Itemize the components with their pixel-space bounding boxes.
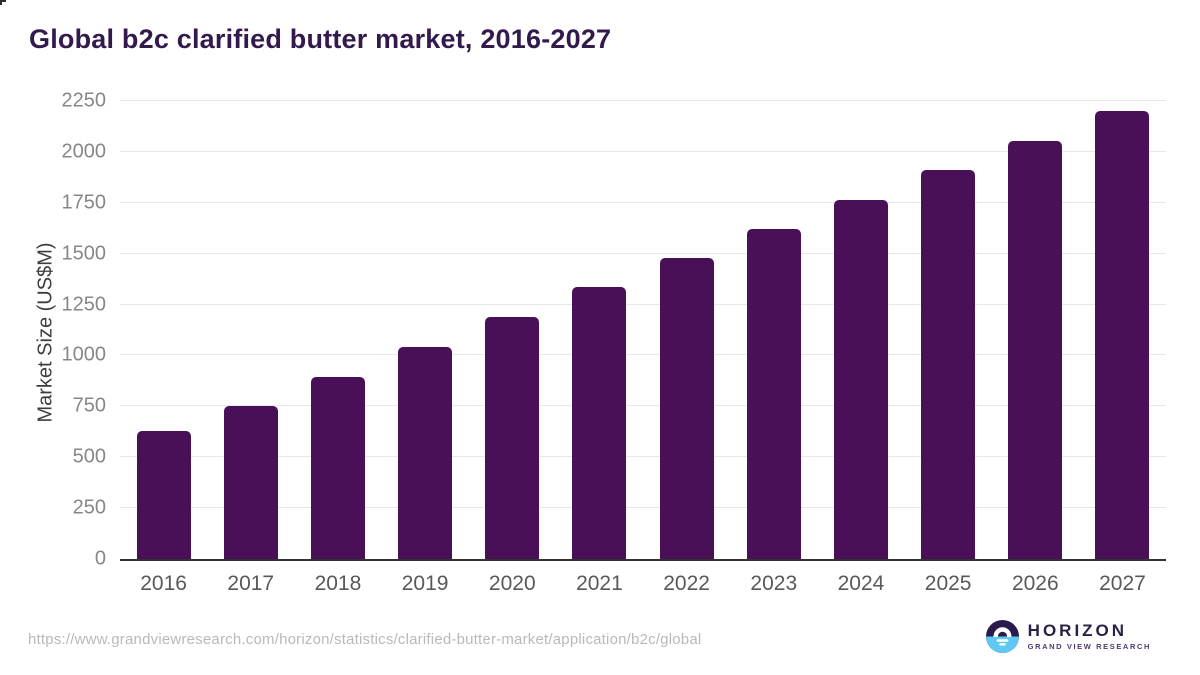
- logo-title: HORIZON: [1027, 621, 1128, 641]
- y-tick-label-0: 0: [94, 547, 106, 570]
- x-axis-label-2017: 2017: [227, 572, 275, 595]
- bar-2016[interactable]: [136, 430, 191, 559]
- bar-2022[interactable]: [659, 257, 714, 559]
- bar-column-2016: [120, 101, 207, 559]
- y-tick-label-250: 250: [72, 496, 106, 519]
- bar-column-2023: [730, 101, 817, 559]
- bar-column-2018: [294, 101, 381, 559]
- gridline-2250: [120, 100, 1166, 101]
- y-tick-label-750: 750: [72, 394, 106, 417]
- bar-column-2024: [817, 101, 904, 559]
- y-tick-label-500: 500: [72, 445, 106, 468]
- y-tick-label-2250: 2250: [61, 89, 107, 112]
- y-tick-label-1250: 1250: [61, 293, 107, 316]
- bar-2021[interactable]: [572, 287, 627, 559]
- y-tick-label-1750: 1750: [61, 191, 107, 214]
- chart-title: Global b2c clarified butter market, 2016…: [29, 24, 612, 54]
- y-tick-label-1500: 1500: [61, 242, 107, 265]
- bar-2018[interactable]: [310, 376, 365, 559]
- x-axis-label-2021: 2021: [576, 572, 623, 595]
- source-url: https://www.grandviewresearch.com/horizo…: [28, 631, 702, 648]
- bar-2017[interactable]: [223, 406, 278, 559]
- gridline-1250: [120, 303, 1166, 305]
- y-tick-label-1000: 1000: [61, 343, 107, 366]
- x-axis-label-2022: 2022: [663, 572, 710, 595]
- gridline-750: [120, 405, 1166, 407]
- gridline-1000: [120, 354, 1166, 356]
- gridline-500: [120, 456, 1166, 458]
- bar-2027[interactable]: [1095, 111, 1150, 559]
- bar-column-2022: [643, 101, 730, 559]
- gridline-1500: [120, 252, 1166, 254]
- x-axis-label-2026: 2026: [1011, 572, 1059, 595]
- bar-column-2027: [1079, 101, 1166, 559]
- gridline-2000: [120, 150, 1166, 152]
- bar-column-2017: [207, 101, 294, 559]
- bar-series: [120, 101, 1166, 559]
- horizon-logo: HORIZON GRAND VIEW RESEARCH: [985, 620, 1151, 653]
- x-axis-labels: 2016 2017 2018 2019 2020 2021 2022 2023 2024 2025…: [120, 572, 1166, 596]
- bar-2024[interactable]: [833, 199, 888, 559]
- gridline-250: [120, 507, 1166, 509]
- x-axis-label-2023: 2023: [750, 572, 798, 595]
- plot-area: [120, 100, 1166, 561]
- horizon-sun-over-water-icon: [985, 620, 1019, 653]
- x-axis-label-2027: 2027: [1099, 572, 1146, 595]
- y-tick-label-2000: 2000: [61, 140, 107, 163]
- gridline-1750: [120, 201, 1166, 203]
- x-axis-label-2016: 2016: [140, 572, 187, 595]
- bar-column-2025: [905, 101, 992, 559]
- logo-subtitle: GRAND VIEW RESEARCH: [1027, 642, 1151, 652]
- bar-2020[interactable]: [485, 316, 540, 559]
- bar-column-2026: [992, 101, 1079, 559]
- bar-column-2019: [382, 101, 469, 559]
- x-axis-label-2019: 2019: [401, 572, 449, 595]
- x-axis-label-2020: 2020: [488, 572, 536, 595]
- bar-2026[interactable]: [1008, 140, 1063, 559]
- bar-2023[interactable]: [746, 229, 801, 559]
- bar-2019[interactable]: [398, 347, 453, 559]
- logo-text: HORIZON GRAND VIEW RESEARCH: [1028, 622, 1151, 651]
- x-axis-label-2024: 2024: [837, 572, 885, 595]
- x-axis-label-2025: 2025: [924, 572, 972, 595]
- bar-column-2021: [556, 101, 643, 559]
- bar-column-2020: [469, 101, 556, 559]
- y-axis-tick-labels: 0 250 500 750 1000 1250 1500 1750 2000 2250: [0, 90, 107, 570]
- bar-2025[interactable]: [921, 170, 976, 559]
- x-axis-label-2018: 2018: [314, 572, 362, 595]
